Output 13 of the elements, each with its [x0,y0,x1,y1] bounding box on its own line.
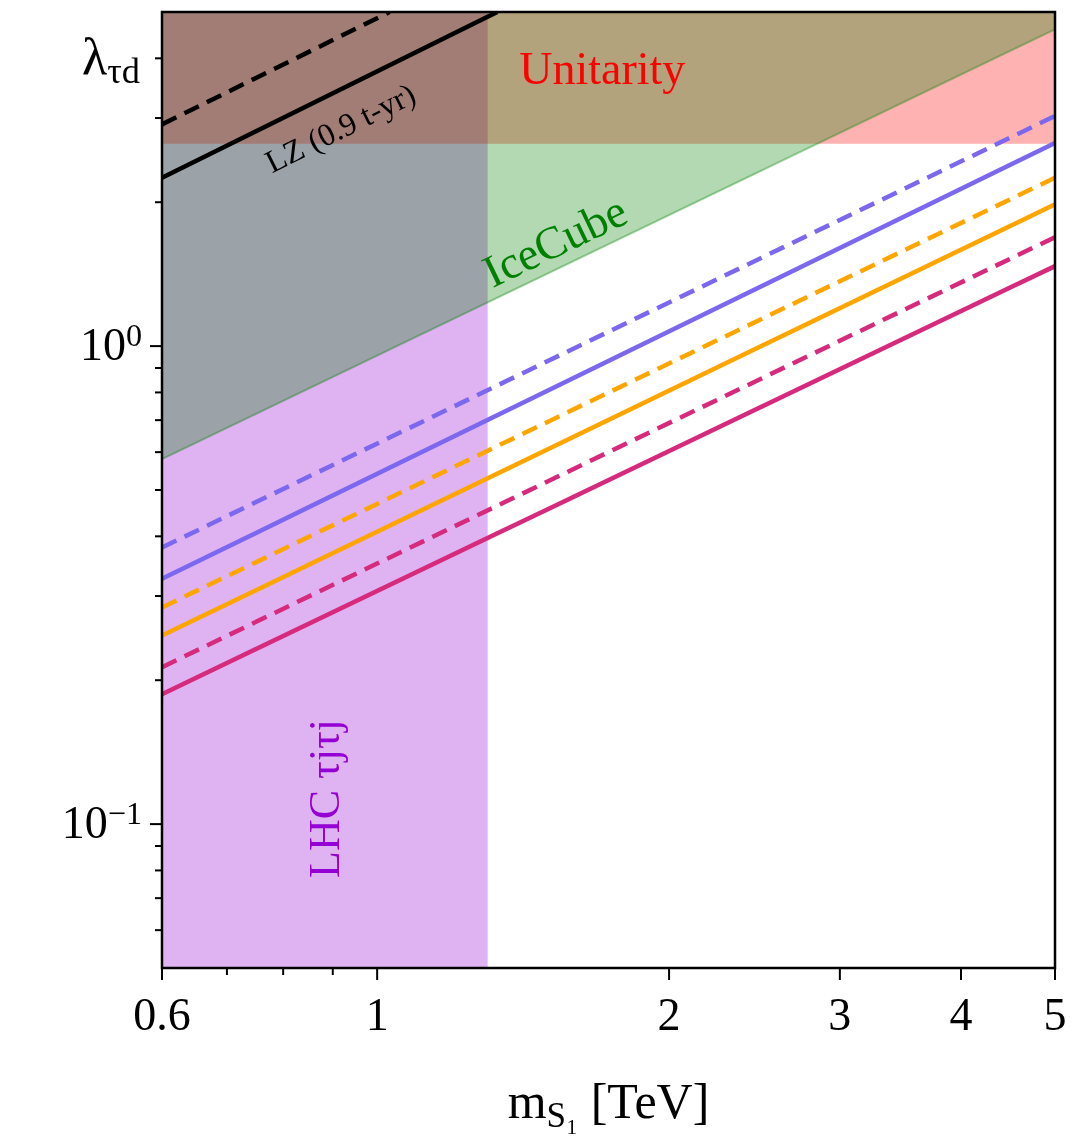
x-tick-label: 4 [949,989,973,1040]
text: LZ (0.9 t-yr) [259,75,421,180]
y-tick-label: 10$^{−1}$ [61,794,142,849]
y-tick-label: 10$^{0}$ [79,316,142,371]
x-tick-label: 3 [828,989,852,1040]
band-label: LHC τjτj [299,719,349,878]
x-tick-label: 1 [365,989,389,1040]
x-tick-label: 2 [657,989,681,1040]
band-label: Unitarity [519,43,686,95]
x-tick-label: 0.6 [133,989,191,1040]
x-axis-title: m$_{S₁}$ [TeV] [507,1073,710,1135]
x-tick-label: 5 [1043,989,1067,1040]
y-axis-title: λ$_{τd}$ [81,28,140,91]
